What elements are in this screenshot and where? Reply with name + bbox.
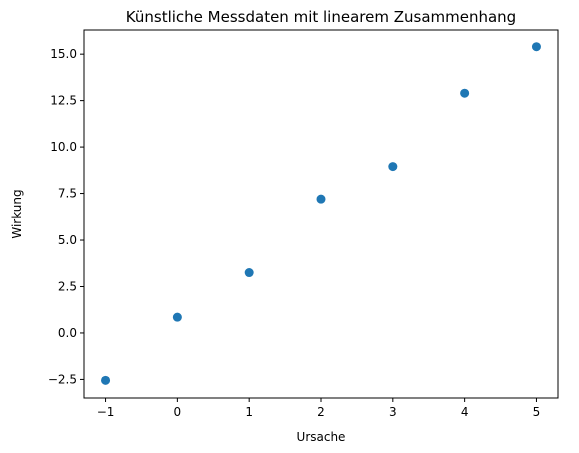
- y-tick-label: 0.0: [58, 326, 77, 340]
- x-axis-ticks: −1 0 1 2 3 4 5: [97, 398, 541, 419]
- y-tick-label: 5.0: [58, 233, 77, 247]
- x-tick-label: 2: [317, 405, 325, 419]
- y-tick-label: 12.5: [50, 94, 77, 108]
- x-tick-label: 5: [533, 405, 541, 419]
- y-tick-label: 2.5: [58, 279, 77, 293]
- x-axis-label: Ursache: [297, 430, 346, 444]
- x-tick-label: −1: [97, 405, 115, 419]
- data-point: [460, 88, 470, 98]
- data-point: [101, 375, 111, 385]
- chart-title: Künstliche Messdaten mit linearem Zusamm…: [126, 8, 516, 26]
- data-point: [316, 194, 326, 204]
- y-axis-label: Wirkung: [10, 189, 24, 238]
- y-tick-label: −2.5: [48, 372, 77, 386]
- y-tick-label: 10.0: [50, 140, 77, 154]
- data-point: [244, 268, 254, 278]
- y-tick-label: 15.0: [50, 47, 77, 61]
- x-tick-label: 0: [174, 405, 182, 419]
- data-point: [172, 312, 182, 322]
- data-point: [531, 42, 541, 52]
- data-points: [101, 42, 541, 385]
- plot-area: −1 0 1 2 3 4 5 −2.5 0.0 2.5 5.0 7.5 10.0 12.5 15.0: [48, 29, 559, 419]
- data-point: [388, 162, 398, 172]
- y-tick-label: 7.5: [58, 187, 77, 201]
- x-tick-label: 1: [245, 405, 253, 419]
- y-axis-ticks: −2.5 0.0 2.5 5.0 7.5 10.0 12.5 15.0: [48, 47, 84, 386]
- x-tick-label: 3: [389, 405, 397, 419]
- x-tick-label: 4: [461, 405, 469, 419]
- plot-frame: [83, 29, 559, 399]
